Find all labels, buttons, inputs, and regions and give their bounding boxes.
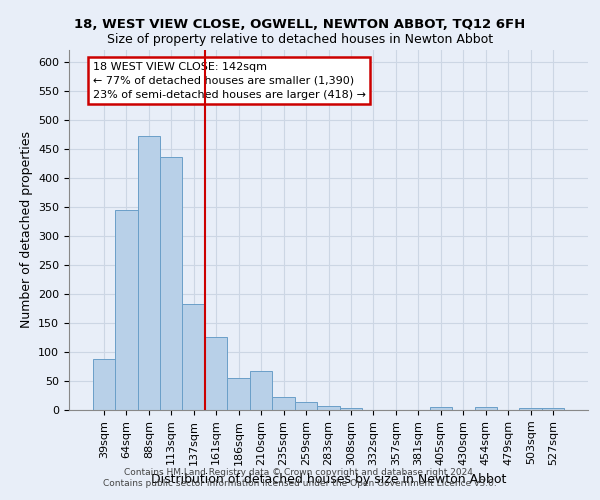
Bar [542, 408, 565, 410]
Bar [250, 370, 272, 410]
Bar [317, 406, 340, 410]
Bar [115, 210, 137, 410]
Bar [520, 408, 542, 410]
Bar [182, 304, 205, 410]
Text: Size of property relative to detached houses in Newton Abbot: Size of property relative to detached ho… [107, 32, 493, 46]
Bar [227, 378, 250, 410]
Text: 18 WEST VIEW CLOSE: 142sqm
← 77% of detached houses are smaller (1,390)
23% of s: 18 WEST VIEW CLOSE: 142sqm ← 77% of deta… [92, 62, 365, 100]
Bar [430, 407, 452, 410]
Bar [160, 158, 182, 410]
Bar [340, 408, 362, 410]
Y-axis label: Number of detached properties: Number of detached properties [20, 132, 32, 328]
Bar [137, 136, 160, 410]
Bar [475, 407, 497, 410]
Bar [205, 338, 227, 410]
Text: Contains HM Land Registry data © Crown copyright and database right 2024.
Contai: Contains HM Land Registry data © Crown c… [103, 468, 497, 487]
X-axis label: Distribution of detached houses by size in Newton Abbot: Distribution of detached houses by size … [151, 473, 506, 486]
Text: 18, WEST VIEW CLOSE, OGWELL, NEWTON ABBOT, TQ12 6FH: 18, WEST VIEW CLOSE, OGWELL, NEWTON ABBO… [74, 18, 526, 30]
Bar [272, 396, 295, 410]
Bar [295, 402, 317, 410]
Bar [92, 359, 115, 410]
